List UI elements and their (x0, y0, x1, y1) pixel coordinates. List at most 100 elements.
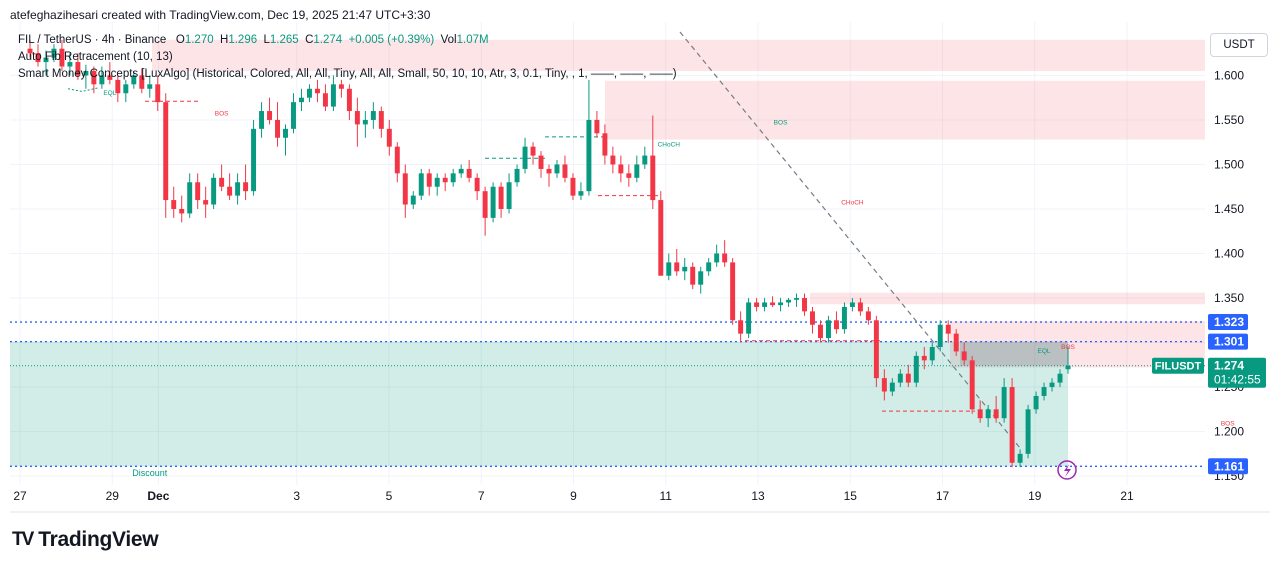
high-value: 1.296 (228, 34, 258, 46)
candle-body (362, 119, 368, 125)
candle-body (1025, 409, 1031, 454)
symbol-tag (1152, 357, 1204, 374)
candle-body (985, 409, 991, 419)
open-value: 1.270 (184, 34, 214, 46)
candle-body (977, 409, 983, 419)
candle-body (618, 164, 624, 174)
candle-body (754, 302, 760, 307)
candle-body (594, 119, 600, 134)
candles (27, 39, 1071, 468)
ohlc-legend: FIL / TetherUS · 4h · Binance O1.270 H1.… (18, 34, 489, 46)
x-tick-label: 11 (660, 489, 673, 503)
annotation-label: EQL (103, 90, 116, 97)
candle-body (841, 306, 847, 330)
candle-body (1017, 453, 1023, 463)
price-tag-text: 1.301 (1214, 335, 1244, 349)
symbol-tag-text: FILUSDT (1155, 361, 1202, 373)
indicator-smc[interactable]: Smart Money Concepts [LuxAlgo] (Historic… (18, 68, 677, 80)
countdown-text: 01:42:55 (1214, 373, 1261, 387)
supply-zone-low (810, 292, 1205, 305)
open-label: O (175, 34, 185, 46)
candle-body (251, 128, 257, 192)
candle-body (283, 128, 288, 138)
time-axis[interactable]: 27 29 Dec 3 5 7 9 11 13 15 17 19 21 (10, 489, 1270, 513)
y-tick-label: 1.200 (1214, 425, 1244, 439)
candle-body (897, 373, 903, 383)
candle-body (530, 146, 536, 156)
candle-body (586, 119, 592, 192)
candle-body (394, 146, 400, 174)
candle-body (426, 173, 432, 187)
annotation-label: EQL (1038, 348, 1051, 355)
lightning-icon[interactable] (1057, 460, 1077, 480)
candle-body (786, 299, 792, 303)
candle-body (354, 111, 360, 125)
candle-body (147, 84, 153, 89)
x-tick-label: Dec (147, 489, 169, 503)
candle-body (1049, 382, 1055, 388)
chart-zones (10, 39, 1205, 467)
annotation-label: Discount (132, 468, 168, 478)
indicator-fib[interactable]: Auto Fib Retracement (10, 13) (18, 51, 173, 63)
x-tick-label: 29 (106, 489, 120, 503)
candle-body (674, 262, 680, 272)
candle-body (610, 155, 616, 165)
candle-body (546, 168, 552, 174)
y-tick-label: 1.550 (1214, 113, 1244, 127)
x-tick-label: 15 (844, 489, 858, 503)
candle-body (770, 302, 776, 306)
candle-body (67, 62, 73, 67)
candle-body (75, 62, 81, 76)
candle-body (730, 262, 736, 321)
change-value: +0.005 (+0.39%) (348, 34, 435, 46)
tradingview-logo-icon: TV (12, 529, 34, 550)
creator-line: atefeghazihesari created with TradingVie… (10, 8, 431, 22)
chart-levels (10, 321, 1205, 467)
y-tick-label: 1.350 (1214, 291, 1244, 305)
x-tick-label: 19 (1028, 489, 1042, 503)
candle-body (825, 320, 831, 339)
eql-line (67, 87, 99, 92)
candle-body (570, 177, 576, 196)
candle-body (1057, 373, 1063, 383)
candle-body (762, 302, 768, 307)
price-tag-1.323 (1208, 314, 1248, 331)
symbol-line[interactable]: FIL / TetherUS · 4h · Binance (18, 34, 167, 46)
candle-body (163, 102, 169, 201)
candle-body (857, 302, 863, 312)
candle-body (43, 57, 49, 63)
candle-body (602, 133, 608, 156)
candle-body (514, 168, 520, 183)
candle-body (802, 298, 807, 312)
candle-body (969, 360, 975, 410)
candle-body (690, 266, 696, 285)
candle-body (498, 186, 504, 209)
candle-body (698, 271, 704, 285)
candle-body (243, 182, 249, 192)
y-tick-label: 1.600 (1214, 68, 1244, 82)
candle-body (1001, 387, 1007, 419)
candle-body (953, 333, 959, 352)
candle-body (370, 111, 376, 120)
tradingview-brand[interactable]: TV TradingView (12, 528, 159, 552)
candle-body (945, 324, 951, 334)
candle-body (155, 84, 161, 103)
annotation-label: CHoCH (841, 200, 864, 207)
annotation-label: BOS (774, 119, 788, 126)
candle-body (171, 200, 177, 209)
candle-body (658, 200, 664, 276)
candle-body (849, 302, 855, 307)
currency-button[interactable]: USDT (1210, 33, 1268, 57)
candle-body (482, 191, 488, 218)
annotation-label: BOS (1221, 420, 1235, 427)
candle-body (450, 173, 456, 183)
candle-body (881, 378, 887, 392)
candle-body (833, 320, 839, 330)
candle-body (442, 177, 448, 183)
x-tick-label: 9 (570, 489, 577, 503)
candle-body (59, 48, 65, 67)
candle-body (322, 93, 328, 107)
candle-body (466, 168, 472, 178)
candle-body (203, 200, 209, 205)
